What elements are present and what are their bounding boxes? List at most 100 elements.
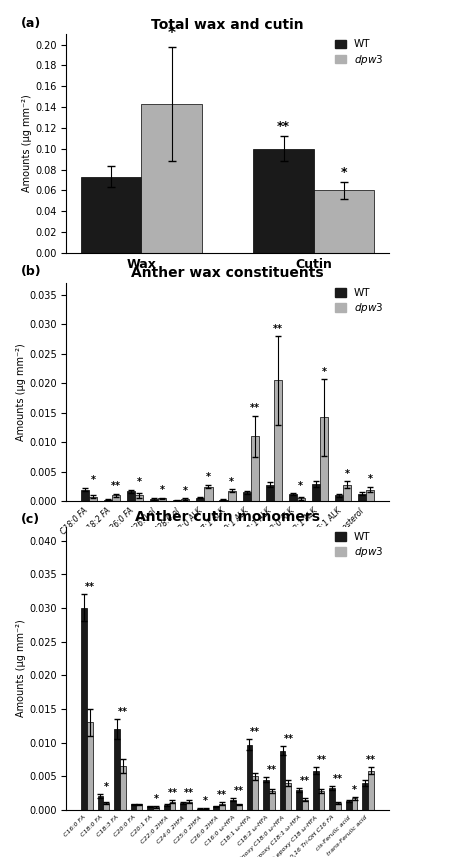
Text: *: * (367, 474, 373, 484)
Bar (141, 104, 201, 253)
Text: **: ** (234, 787, 244, 796)
Bar (368, 770, 374, 810)
Bar (252, 776, 258, 810)
Text: (b): (b) (21, 266, 42, 279)
Bar (358, 494, 366, 501)
Bar (297, 499, 305, 501)
Text: **: ** (267, 764, 277, 775)
Text: **: ** (273, 324, 283, 333)
Bar (153, 807, 159, 810)
Text: **: ** (167, 788, 177, 799)
Bar (158, 499, 166, 501)
Text: **: ** (111, 482, 121, 491)
Bar (366, 489, 374, 501)
Text: *: * (341, 166, 347, 179)
Bar (114, 729, 120, 810)
Text: **: ** (250, 404, 260, 413)
Legend: WT, $dpw3$: WT, $dpw3$ (335, 532, 383, 560)
Text: **: ** (366, 755, 376, 765)
Text: *: * (321, 367, 326, 377)
Text: **: ** (250, 727, 260, 737)
Text: **: ** (333, 774, 343, 783)
Bar (98, 796, 103, 810)
Text: (c): (c) (21, 512, 40, 526)
Text: **: ** (118, 707, 128, 717)
Bar (104, 500, 112, 501)
Y-axis label: Amounts (μg mm⁻²): Amounts (μg mm⁻²) (16, 343, 26, 441)
Bar (196, 498, 204, 501)
Bar (204, 487, 212, 501)
Legend: WT, $dpw3$: WT, $dpw3$ (335, 288, 383, 315)
Title: Total wax and cutin: Total wax and cutin (151, 18, 304, 32)
Bar (289, 494, 297, 501)
Bar (137, 805, 142, 810)
Text: *: * (137, 477, 142, 487)
Bar (180, 803, 186, 810)
Bar (314, 190, 374, 253)
Bar (302, 800, 308, 810)
Text: *: * (160, 485, 165, 495)
Bar (131, 805, 137, 810)
Bar (320, 417, 328, 501)
Bar (120, 766, 126, 810)
Text: **: ** (317, 755, 327, 765)
Bar (296, 789, 302, 810)
Bar (147, 806, 153, 810)
Bar (363, 783, 368, 810)
Bar (254, 149, 314, 253)
Bar (312, 483, 320, 501)
Bar (265, 485, 273, 501)
Bar (228, 491, 236, 501)
Bar (263, 780, 269, 810)
Text: **: ** (277, 120, 290, 133)
Text: **: ** (217, 790, 227, 800)
Bar (343, 485, 351, 501)
Bar (186, 802, 192, 810)
Text: (a): (a) (21, 17, 42, 30)
Text: **: ** (283, 734, 293, 744)
Text: *: * (345, 469, 349, 479)
Bar (203, 808, 209, 810)
Bar (81, 177, 141, 253)
Text: **: ** (85, 583, 95, 592)
Bar (273, 381, 282, 501)
Bar (173, 500, 182, 501)
Text: *: * (352, 785, 357, 795)
Bar (219, 804, 225, 810)
Title: Anther wax constituents: Anther wax constituents (131, 267, 324, 280)
Bar (213, 806, 219, 810)
Bar (243, 493, 251, 501)
Title: Anther cutin monomers: Anther cutin monomers (135, 511, 320, 524)
Bar (251, 436, 259, 501)
Bar (81, 489, 89, 501)
Bar (269, 791, 275, 810)
Bar (329, 788, 335, 810)
Bar (230, 800, 236, 810)
Text: *: * (91, 476, 96, 485)
Text: *: * (298, 481, 303, 491)
Y-axis label: Amounts (μg mm⁻²): Amounts (μg mm⁻²) (22, 94, 32, 193)
Bar (246, 745, 252, 810)
Bar (346, 801, 352, 810)
Bar (219, 500, 228, 501)
Bar (103, 803, 109, 810)
Bar (319, 791, 324, 810)
Bar (285, 783, 291, 810)
Bar (197, 808, 203, 810)
Bar (112, 495, 120, 501)
Text: *: * (154, 794, 158, 804)
Bar (81, 608, 87, 810)
Bar (280, 751, 285, 810)
Bar (170, 802, 175, 810)
Bar (335, 803, 341, 810)
Bar (352, 799, 357, 810)
Text: **: ** (184, 788, 194, 799)
Y-axis label: Amounts (μg mm⁻²): Amounts (μg mm⁻²) (16, 620, 26, 717)
Bar (150, 499, 158, 501)
Bar (164, 806, 170, 810)
Text: *: * (183, 486, 188, 496)
Text: *: * (203, 796, 208, 806)
Bar (87, 722, 92, 810)
Bar (236, 805, 242, 810)
Bar (313, 770, 319, 810)
